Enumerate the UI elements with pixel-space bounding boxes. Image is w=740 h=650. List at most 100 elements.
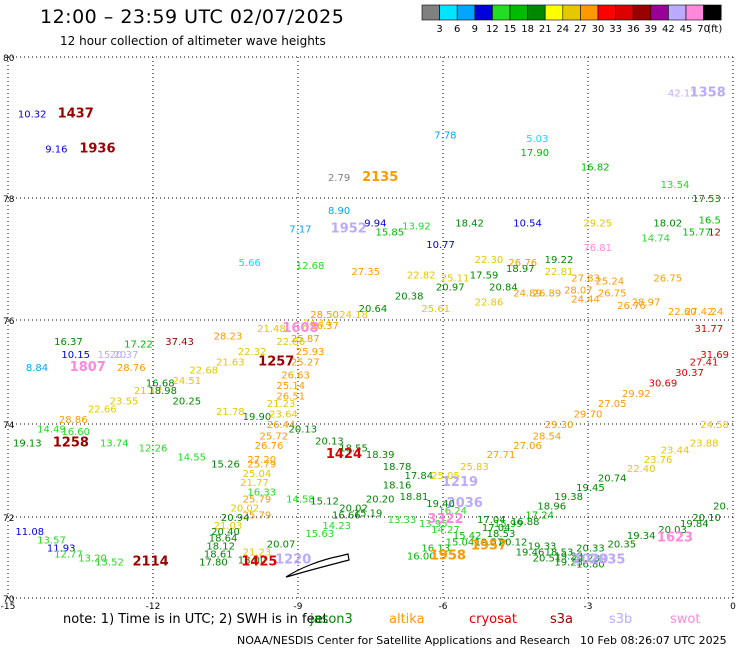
- wave-height-label: 22.86: [475, 298, 504, 309]
- wave-height-label: 18.39: [366, 450, 395, 461]
- wave-height-label: 25.04: [243, 469, 272, 480]
- wave-height-label: 26.76: [617, 301, 646, 312]
- legend-swatch: [439, 4, 458, 21]
- wave-height-label: 30.69: [649, 378, 678, 389]
- wave-height-label: 11.08: [15, 527, 44, 538]
- wave-height-label: 22.82: [407, 270, 436, 281]
- legend-label: 27: [574, 24, 587, 35]
- wave-height-label: 29.92: [622, 389, 651, 400]
- wave-height-label: 5.03: [526, 134, 548, 145]
- wave-height-label: 15.77: [682, 228, 711, 239]
- page-subtitle: 12 hour collection of altimeter wave hei…: [60, 34, 326, 48]
- legend-swatch: [509, 4, 528, 21]
- wave-height-label: 29.25: [583, 218, 612, 229]
- wave-height-label: 17.04: [482, 523, 511, 534]
- pass-time-label: 1608: [282, 321, 318, 336]
- wave-height-label: 17.84: [405, 471, 434, 482]
- wave-height-label: 12.26: [139, 443, 168, 454]
- wave-height-label: 19.38: [554, 492, 583, 503]
- wave-height-label: 26.75: [653, 273, 682, 284]
- legend-swatch: [580, 4, 599, 21]
- wave-height-label: 18.96: [537, 501, 566, 512]
- wave-height-label: 22.40: [627, 464, 656, 475]
- y-tick-label: 70: [3, 595, 15, 605]
- wave-height-label: 7.17: [289, 225, 311, 236]
- pass-time-label: 1437: [58, 106, 94, 121]
- wave-height-label: 42.11: [668, 88, 697, 99]
- wave-height-label: 9.16: [45, 145, 67, 156]
- wave-height-label: 27.06: [513, 441, 542, 452]
- legend-swatch: [492, 4, 511, 21]
- wave-height-label: 15.42: [453, 531, 482, 542]
- wave-height-label: 9.94: [364, 218, 386, 229]
- wave-height-label: 15.99: [494, 519, 523, 530]
- wave-height-label: 28.76: [117, 363, 146, 374]
- wave-height-label: 27.41: [690, 358, 719, 369]
- wave-height-label: 12.77: [54, 549, 83, 560]
- pass-time-label: 1424: [326, 447, 362, 462]
- wave-height-label: 22.30: [475, 255, 504, 266]
- wave-height-label: 13.74: [100, 439, 129, 450]
- wave-height-label: 24.58: [700, 420, 729, 431]
- pass-time-label: 1958: [430, 548, 466, 563]
- wave-height-label: 37.43: [165, 337, 194, 348]
- legend-label: 3: [436, 24, 442, 35]
- pass-time-label: 1425: [241, 555, 277, 570]
- pass-time-label: 1358: [690, 85, 726, 100]
- pass-time-label: 1220: [275, 553, 311, 568]
- wave-height-label: 17.90: [521, 148, 550, 159]
- wave-height-label: 17.04: [477, 515, 506, 526]
- pass-time-label: 1936: [79, 142, 115, 157]
- chart-grid: [7, 56, 734, 599]
- pass-time-label: 1623: [657, 530, 693, 545]
- wave-height-label: 24.51: [173, 376, 202, 387]
- y-tick-label: 74: [3, 421, 15, 431]
- wave-height-label: 28.97: [632, 298, 661, 309]
- wave-height-label: 27.42: [685, 307, 714, 318]
- wave-height-label: 19.90: [243, 412, 272, 423]
- wave-height-label: 18.12: [206, 541, 235, 552]
- wave-height-label: 14.55: [177, 453, 206, 464]
- wave-height-label: 24.89: [513, 289, 542, 300]
- wave-height-label: 8.90: [328, 206, 350, 217]
- wave-height-label: 16.24: [438, 506, 467, 517]
- wave-height-label: 18.02: [653, 218, 682, 229]
- wave-height-label: 14.23: [322, 521, 351, 532]
- legend-swatch: [597, 4, 616, 21]
- wave-height-label: 23.64: [269, 410, 298, 421]
- wave-height-label: 27.71: [487, 450, 516, 461]
- wave-height-label: 18.00: [238, 556, 267, 567]
- wave-height-label: 22.60: [668, 307, 697, 318]
- legend-swatch: [685, 4, 704, 21]
- wave-height-label: 14.58: [286, 494, 315, 505]
- x-tick-label: -6: [439, 602, 448, 612]
- wave-height-label: 13.33: [388, 515, 417, 526]
- pass-time-label: 1258: [53, 436, 89, 451]
- wave-height-label: 29.30: [545, 420, 574, 431]
- wave-height-label: 16.82: [581, 162, 610, 173]
- legend-swatch: [703, 4, 722, 21]
- wave-height-label: 26.37: [310, 321, 339, 332]
- legend-label: 30: [592, 24, 605, 35]
- legend-swatch: [615, 4, 634, 21]
- wave-height-label: 13.92: [402, 221, 431, 232]
- wave-height-label: 26.76: [508, 258, 537, 269]
- wave-height-label: 25.61: [421, 304, 450, 315]
- wave-height-label: 24.18: [339, 310, 368, 321]
- wave-height-label: 18.81: [400, 492, 429, 503]
- satellite-cryosat: cryosat: [469, 612, 517, 627]
- pass-time-label: 1952: [331, 222, 367, 237]
- wave-height-label: 10.54: [513, 218, 542, 229]
- legend-label: 39: [644, 24, 657, 35]
- x-tick-label: -9: [294, 602, 303, 612]
- wave-height-label: 25.24: [595, 276, 624, 287]
- wave-height-label: 25.72: [260, 432, 289, 443]
- wave-height-label: 16.13: [421, 543, 450, 554]
- wave-height-label: 20.02: [231, 504, 260, 515]
- wave-height-label: 21.03: [214, 521, 243, 532]
- wave-height-label: 2.79: [328, 173, 350, 184]
- wave-height-label: 24: [711, 307, 724, 318]
- wave-height-label: 25.79: [243, 494, 272, 505]
- legend-label: 24: [556, 24, 569, 35]
